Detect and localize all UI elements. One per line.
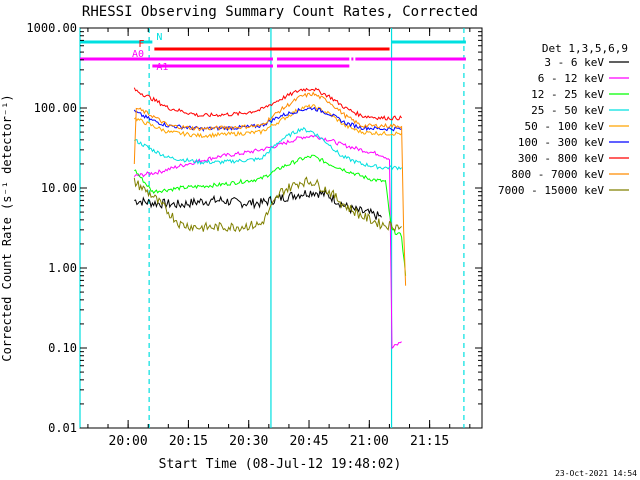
y-tick-label: 0.01 <box>48 421 77 435</box>
legend-label: 6 - 12 keV <box>538 72 605 85</box>
series-line <box>134 126 402 171</box>
x-tick-label: 20:15 <box>169 434 208 449</box>
x-axis: 20:00 20:15 20:30 20:45 21:00 21:15 <box>87 28 471 449</box>
vertical-markers <box>79 28 465 428</box>
x-tick-label: 20:00 <box>109 434 148 449</box>
flag-label: F <box>138 39 144 50</box>
flag-label: A0 <box>132 49 144 60</box>
flag-label: N <box>156 32 162 43</box>
y-axis: 0.01 0.10 1.00 10.00 100.00 1000.00 <box>26 21 482 435</box>
x-tick-label: 21:00 <box>350 434 389 449</box>
legend-label: 12 - 25 keV <box>531 88 604 101</box>
y-tick-label: 100.00 <box>34 101 77 115</box>
x-axis-label: Start Time (08-Jul-12 19:48:02) <box>159 457 402 472</box>
y-tick-label: 10.00 <box>41 181 77 195</box>
y-tick-label: 1000.00 <box>26 21 77 35</box>
series-line <box>134 154 407 276</box>
series-line <box>133 87 403 121</box>
legend-label: 50 - 100 keV <box>525 120 605 133</box>
chart-title: RHESSI Observing Summary Count Rates, Co… <box>82 4 478 20</box>
flag-label: A1 <box>156 62 168 73</box>
legend-label: 800 - 7000 keV <box>511 168 604 181</box>
legend-label: 25 - 50 keV <box>531 104 604 117</box>
legend-label: 7000 - 15000 keV <box>498 184 604 197</box>
x-tick-label: 20:45 <box>289 434 328 449</box>
y-axis-label: Corrected Count Rate (s⁻¹ detector⁻¹) <box>0 94 14 361</box>
series-line <box>133 91 407 286</box>
timestamp: 23-Oct-2021 14:54 <box>555 469 637 478</box>
y-tick-label: 1.00 <box>48 261 77 275</box>
series-line <box>134 189 382 220</box>
series-line <box>133 176 402 233</box>
series-lines <box>133 87 407 350</box>
legend-title: Det 1,3,5,6,9 <box>542 42 628 55</box>
series-line <box>133 135 402 350</box>
series-line <box>133 103 402 139</box>
flag-bars: N FA0 A1 <box>80 32 466 73</box>
legend: Det 1,3,5,6,9 3 - 6 keV 6 - 12 keV 12 - 25… <box>498 42 629 197</box>
x-tick-label: 20:30 <box>229 434 268 449</box>
legend-label: 100 - 300 keV <box>518 136 604 149</box>
legend-label: 300 - 800 keV <box>518 152 604 165</box>
legend-label: 3 - 6 keV <box>544 56 604 69</box>
plot-area <box>79 27 483 429</box>
x-tick-label: 21:15 <box>410 434 449 449</box>
y-tick-label: 0.10 <box>48 341 77 355</box>
